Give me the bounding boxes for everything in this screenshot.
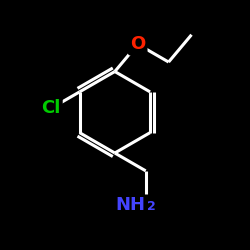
Text: NH: NH [116,196,146,214]
Text: Cl: Cl [41,100,60,117]
Text: O: O [130,35,145,53]
Text: 2: 2 [147,200,156,213]
